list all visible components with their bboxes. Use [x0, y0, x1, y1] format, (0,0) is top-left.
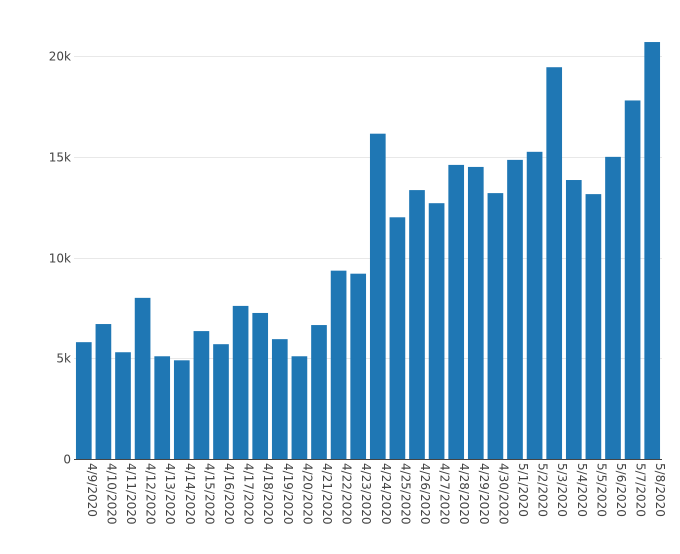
bar[interactable] [193, 331, 210, 459]
x-tick-label: 4/13/2020 [163, 463, 177, 525]
x-tick-label: 4/14/2020 [183, 463, 197, 525]
bar[interactable] [389, 217, 406, 459]
x-tick-label: 4/20/2020 [300, 463, 314, 525]
bar[interactable] [330, 270, 347, 459]
bar[interactable] [507, 159, 523, 459]
bar[interactable] [252, 312, 269, 459]
x-tick-label: 4/24/2020 [379, 463, 393, 525]
y-tick-label: 10k [49, 252, 71, 266]
x-tick-label: 5/2/2020 [536, 463, 550, 517]
bar[interactable] [173, 360, 190, 459]
x-tick-label: 4/16/2020 [222, 463, 236, 525]
y-gridlines [74, 56, 662, 460]
x-tick-label: 4/29/2020 [477, 463, 491, 525]
bar[interactable] [350, 273, 367, 459]
bar[interactable] [624, 100, 641, 460]
bar[interactable] [75, 342, 92, 459]
bar[interactable] [271, 339, 288, 459]
bar[interactable] [213, 344, 229, 459]
x-tick-label: 4/19/2020 [281, 463, 295, 525]
y-tick-label: 5k [56, 352, 71, 366]
y-tick-label: 15k [49, 151, 71, 165]
x-axis-ticks: 4/9/2020 4/10/2020 4/11/2020 4/12/2020 4/13/… [85, 463, 667, 525]
x-tick-label: 4/18/2020 [261, 463, 275, 525]
bar[interactable] [526, 151, 543, 459]
bar[interactable] [448, 164, 465, 459]
x-tick-label: 4/26/2020 [418, 463, 432, 525]
x-tick-label: 4/17/2020 [242, 463, 256, 525]
bar[interactable] [311, 325, 327, 459]
x-tick-label: 5/3/2020 [555, 463, 569, 517]
bar[interactable] [369, 133, 386, 459]
bar[interactable] [115, 352, 131, 459]
x-tick-label: 4/12/2020 [144, 463, 158, 525]
x-tick-label: 4/11/2020 [124, 463, 138, 525]
bar[interactable] [232, 305, 249, 459]
x-tick-label: 5/1/2020 [516, 463, 530, 517]
x-tick-label: 4/28/2020 [457, 463, 471, 525]
bar[interactable] [409, 190, 425, 459]
bar[interactable] [467, 166, 484, 459]
x-tick-label: 5/7/2020 [634, 463, 648, 517]
x-tick-label: 4/21/2020 [320, 463, 334, 525]
x-tick-label: 4/27/2020 [438, 463, 452, 525]
y-tick-label: 0 [63, 453, 71, 467]
y-tick-label: 20k [49, 50, 71, 64]
x-tick-label: 4/10/2020 [104, 463, 118, 525]
x-tick-label: 4/30/2020 [496, 463, 510, 525]
bar[interactable] [585, 194, 602, 459]
x-tick-label: 4/22/2020 [340, 463, 354, 525]
x-tick-label: 4/9/2020 [85, 463, 99, 517]
bar[interactable] [605, 156, 621, 460]
x-tick-label: 5/6/2020 [614, 463, 628, 517]
bars [75, 42, 661, 460]
bar[interactable] [644, 42, 661, 459]
bar[interactable] [291, 356, 308, 459]
bar[interactable] [134, 297, 151, 459]
bar[interactable] [428, 203, 445, 459]
x-tick-label: 5/5/2020 [594, 463, 608, 517]
y-axis-ticks: 0 5k 10k 15k 20k [49, 50, 71, 467]
bar[interactable] [154, 356, 171, 459]
x-tick-label: 4/23/2020 [359, 463, 373, 525]
bar[interactable] [565, 180, 582, 459]
x-tick-label: 4/25/2020 [398, 463, 412, 525]
bar[interactable] [95, 324, 112, 459]
x-tick-label: 5/4/2020 [575, 463, 589, 517]
x-tick-label: 4/15/2020 [202, 463, 216, 525]
x-tick-label: 5/8/2020 [653, 463, 667, 517]
bar[interactable] [487, 193, 504, 460]
bar[interactable] [546, 67, 563, 459]
